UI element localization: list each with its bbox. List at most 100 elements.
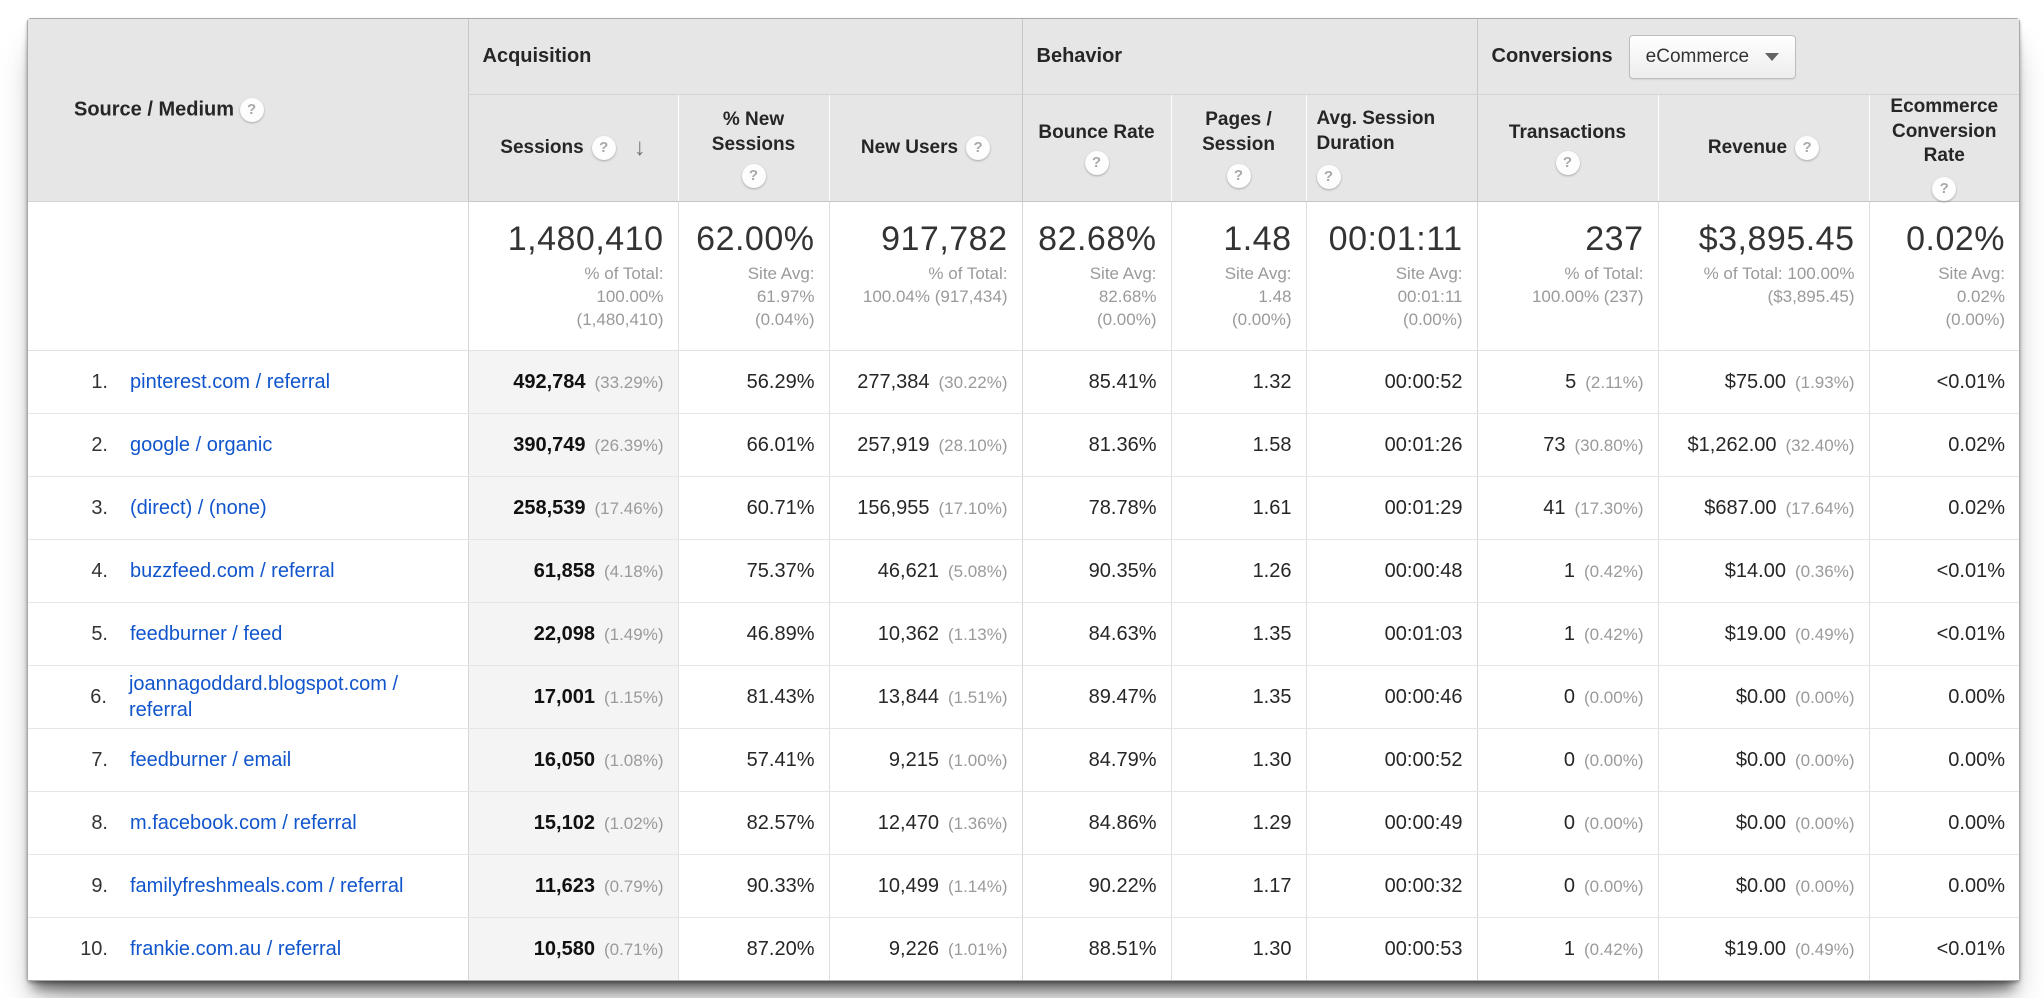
totals-pages-session: 1.48 Site Avg: 1.48 (0.00%) xyxy=(1170,201,1306,352)
new-users-percent: (1.36%) xyxy=(947,813,1008,833)
avg-session-duration-cell: 00:00:49 xyxy=(1305,791,1477,856)
source-medium-label: Source / Medium xyxy=(74,98,235,121)
avg-session-duration-cell: 00:01:29 xyxy=(1305,476,1477,541)
avg-session-duration-value: 00:00:53 xyxy=(1384,937,1463,960)
source-medium-link[interactable]: buzzfeed.com / referral xyxy=(130,560,335,583)
column-header-new-users[interactable]: New Users ? xyxy=(828,94,1022,203)
ecommerce-dropdown[interactable]: eCommerce xyxy=(1628,34,1797,79)
column-header-revenue[interactable]: Revenue ? xyxy=(1657,94,1869,203)
totals-revenue-value: $3,895.45 xyxy=(1698,220,1855,259)
pct-new-sessions-cell: 75.37% xyxy=(677,539,829,604)
bounce-rate-value: 84.86% xyxy=(1088,811,1157,834)
pct-new-sessions-cell: 81.43% xyxy=(677,665,829,730)
avg-session-duration-value: 00:01:03 xyxy=(1384,622,1463,645)
column-header-pct-new-sessions[interactable]: % New Sessions ? xyxy=(677,94,829,203)
source-medium-link[interactable]: familyfreshmeals.com / referral xyxy=(130,875,404,898)
pct-new-sessions-cell: 90.33% xyxy=(677,854,829,919)
source-medium-link[interactable]: pinterest.com / referral xyxy=(130,371,331,394)
new-users-percent: (1.01%) xyxy=(947,939,1008,959)
pages-session-cell: 1.17 xyxy=(1170,854,1306,919)
sort-desc-icon[interactable]: ↓ xyxy=(633,134,646,162)
pages-session-cell: 1.26 xyxy=(1170,539,1306,604)
help-icon[interactable]: ? xyxy=(591,136,616,161)
column-header-pages-session[interactable]: Pages / Session ? xyxy=(1170,94,1306,203)
avg-session-duration-cell: 00:00:52 xyxy=(1305,350,1477,415)
bounce-rate-cell: 84.86% xyxy=(1021,791,1171,856)
column-header-ecommerce-conversion-rate[interactable]: Ecommerce Conversion Rate ? xyxy=(1868,94,2020,203)
column-header-sessions[interactable]: Sessions ? ↓ xyxy=(467,94,678,203)
column-header-avg-session-duration[interactable]: Avg. Session Duration ? xyxy=(1305,94,1477,203)
help-icon[interactable]: ? xyxy=(1316,164,1341,189)
table-row: 1. pinterest.com / referral 492,784 (33.2… xyxy=(28,350,2020,415)
avg-session-duration-value: 00:00:46 xyxy=(1384,685,1463,708)
transactions-cell: 0 (0.00%) xyxy=(1476,791,1658,856)
sessions-value: 258,539 xyxy=(513,496,586,519)
revenue-percent: (0.49%) xyxy=(1794,624,1855,644)
sessions-value: 492,784 xyxy=(513,370,586,393)
row-index: 3. xyxy=(91,496,108,519)
source-medium-link[interactable]: joannagoddard.blogspot.com / referral xyxy=(128,673,399,722)
pct-new-sessions-value: 75.37% xyxy=(746,559,815,582)
pages-session-header-label: Pages / Session xyxy=(1202,109,1275,156)
sessions-cell: 15,102 (1.02%) xyxy=(467,791,678,856)
avg-session-duration-value: 00:01:29 xyxy=(1384,496,1463,519)
sessions-percent: (17.46%) xyxy=(594,498,664,518)
pct-new-sessions-value: 81.43% xyxy=(746,685,815,708)
help-icon[interactable]: ? xyxy=(1226,163,1251,188)
metric-group-header-row: Source / Medium ? Acquisition Behavior C… xyxy=(28,19,2020,203)
revenue-percent: (32.40%) xyxy=(1785,435,1855,455)
group-header-conversions: Conversions eCommerce xyxy=(1476,19,2020,95)
bounce-rate-cell: 88.51% xyxy=(1021,917,1171,981)
new-users-cell: 10,362 (1.13%) xyxy=(828,602,1022,667)
column-header-source-medium[interactable]: Source / Medium ? xyxy=(28,19,469,203)
new-users-percent: (1.13%) xyxy=(947,624,1008,644)
avg-session-duration-value: 00:00:48 xyxy=(1384,559,1463,582)
sessions-percent: (1.02%) xyxy=(603,813,664,833)
revenue-value: $1,262.00 xyxy=(1687,433,1777,456)
help-icon[interactable]: ? xyxy=(1084,151,1109,176)
avg-session-duration-cell: 00:01:26 xyxy=(1305,413,1477,478)
help-icon[interactable]: ? xyxy=(239,98,264,123)
column-header-row: Sessions ? ↓ % New Sessions ? New Users … xyxy=(28,94,2020,203)
sessions-value: 22,098 xyxy=(533,622,595,645)
totals-transactions-value: 237 xyxy=(1585,220,1644,259)
source-medium-link[interactable]: frankie.com.au / referral xyxy=(130,938,342,961)
new-users-header-label: New Users xyxy=(860,136,959,158)
bounce-rate-value: 78.78% xyxy=(1088,496,1157,519)
sessions-percent: (4.18%) xyxy=(603,561,664,581)
source-medium-link[interactable]: google / organic xyxy=(130,434,273,457)
source-cell: 4. buzzfeed.com / referral xyxy=(28,539,468,604)
avg-session-duration-value: 00:00:52 xyxy=(1384,370,1463,393)
totals-new-users-value: 917,782 xyxy=(881,220,1008,259)
new-users-percent: (30.22%) xyxy=(938,372,1008,392)
pct-new-sessions-value: 82.57% xyxy=(746,811,815,834)
revenue-value: $687.00 xyxy=(1704,496,1777,519)
transactions-cell: 1 (0.42%) xyxy=(1476,917,1658,981)
pct-new-sessions-value: 56.29% xyxy=(746,370,815,393)
help-icon[interactable]: ? xyxy=(966,136,991,161)
ecommerce-dropdown-value: eCommerce xyxy=(1645,45,1750,67)
revenue-cell: $14.00 (0.36%) xyxy=(1657,539,1869,604)
totals-new-users-subtext: % of Total: 100.04% (917,434) xyxy=(862,264,1008,306)
help-icon[interactable]: ? xyxy=(1555,151,1580,176)
ecommerce-conversion-rate-value: <0.01% xyxy=(1936,559,2006,582)
source-medium-link[interactable]: feedburner / feed xyxy=(130,623,283,646)
help-icon[interactable]: ? xyxy=(741,163,766,188)
ecommerce-conversion-rate-header-label: Ecommerce Conversion Rate xyxy=(1890,96,1999,167)
ecommerce-conversion-rate-cell: <0.01% xyxy=(1868,917,2020,981)
totals-avg-session-duration: 00:01:11 Site Avg: 00:01:11 (0.00%) xyxy=(1305,201,1477,352)
ecommerce-conversion-rate-cell: <0.01% xyxy=(1868,539,2020,604)
source-medium-link[interactable]: (direct) / (none) xyxy=(130,497,267,520)
revenue-cell: $19.00 (0.49%) xyxy=(1657,602,1869,667)
source-medium-link[interactable]: feedburner / email xyxy=(130,749,292,772)
pages-session-value: 1.58 xyxy=(1252,433,1292,456)
revenue-percent: (0.36%) xyxy=(1794,561,1855,581)
help-icon[interactable]: ? xyxy=(1932,177,1957,202)
help-icon[interactable]: ? xyxy=(1795,136,1820,161)
bounce-rate-value: 84.79% xyxy=(1088,748,1157,771)
source-medium-link[interactable]: m.facebook.com / referral xyxy=(130,812,357,835)
new-users-percent: (17.10%) xyxy=(938,498,1008,518)
column-header-transactions[interactable]: Transactions ? xyxy=(1476,94,1658,203)
source-cell: 10. frankie.com.au / referral xyxy=(28,917,468,981)
column-header-bounce-rate[interactable]: Bounce Rate ? xyxy=(1021,94,1171,203)
